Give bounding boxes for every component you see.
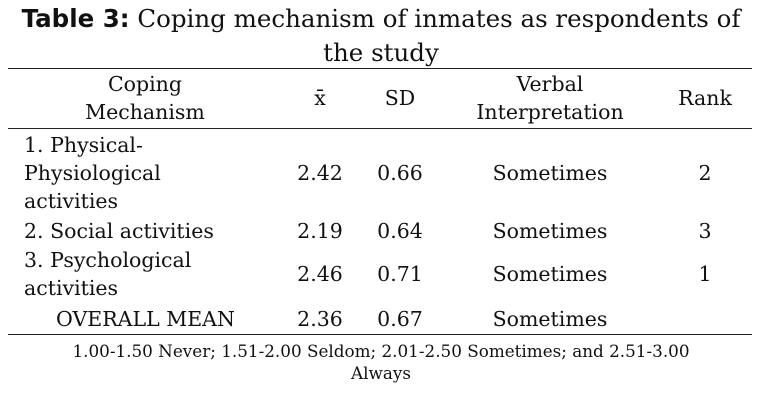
row-sd: 0.71 <box>377 262 423 286</box>
header-coping-mechanism: Coping Mechanism <box>85 72 205 124</box>
header-mean: x̄ <box>314 86 326 110</box>
header-bottom-rule <box>8 128 752 129</box>
table-caption: Table 3: Coping mechanism of inmates as … <box>0 2 762 70</box>
table-bottom-rule <box>8 334 752 335</box>
row-mean: 2.19 <box>297 219 343 243</box>
row-mean: 2.46 <box>297 262 343 286</box>
row-rank: 2 <box>698 161 712 185</box>
overall-interpretation: Sometimes <box>492 307 608 331</box>
row-mechanism: 2. Social activities <box>24 219 214 243</box>
overall-mean-label: OVERALL MEAN <box>56 307 235 331</box>
row-mean: 2.42 <box>297 161 343 185</box>
caption-label: Table 3: <box>21 4 130 33</box>
row-sd: 0.66 <box>377 161 423 185</box>
overall-sd-value: 0.67 <box>377 307 423 331</box>
caption-line-1: Table 3: Coping mechanism of inmates as … <box>0 2 762 36</box>
row-mechanism: 3. Psychological activities <box>24 248 192 300</box>
overall-mean-value: 2.36 <box>297 307 343 331</box>
caption-text: Coping mechanism of inmates as responden… <box>129 4 741 33</box>
row-interpretation: Sometimes <box>492 262 608 286</box>
row-mechanism: 1. Physical- Physiological activities <box>24 133 161 213</box>
row-sd: 0.64 <box>377 219 423 243</box>
table-footnote: 1.00-1.50 Never; 1.51-2.00 Seldom; 2.01-… <box>0 340 762 384</box>
row-rank: 3 <box>698 219 712 243</box>
footnote-line-2: Always <box>351 363 411 383</box>
header-sd: SD <box>384 86 416 110</box>
row-rank: 1 <box>698 262 712 286</box>
header-verbal-interpretation: Verbal Interpretation <box>476 72 624 124</box>
header-rank: Rank <box>678 86 732 110</box>
table-top-rule <box>8 68 752 69</box>
caption-line-2: the study <box>323 38 439 67</box>
row-interpretation: Sometimes <box>492 219 608 243</box>
footnote-line-1: 1.00-1.50 Never; 1.51-2.00 Seldom; 2.01-… <box>72 341 690 361</box>
row-interpretation: Sometimes <box>492 161 608 185</box>
